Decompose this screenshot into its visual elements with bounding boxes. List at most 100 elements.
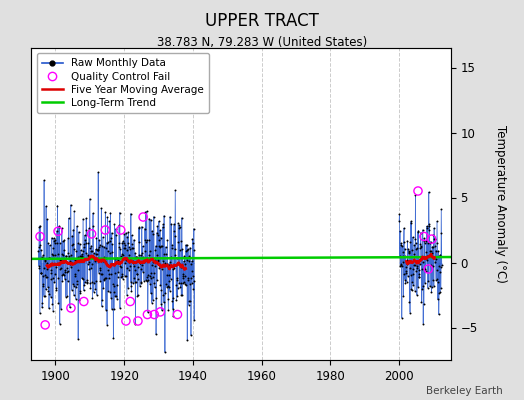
Point — [51, 270, 60, 277]
Point — [110, 288, 118, 295]
Point — [413, 262, 422, 269]
Point — [66, 258, 74, 264]
Point — [428, 244, 436, 250]
Point — [138, 243, 147, 250]
Point — [190, 317, 198, 324]
Point — [105, 250, 114, 256]
Point — [181, 280, 189, 287]
Point — [403, 273, 412, 279]
Point — [171, 187, 179, 194]
Point — [57, 264, 66, 271]
Point — [140, 248, 149, 254]
Point — [91, 258, 99, 264]
Point — [94, 247, 102, 254]
Point — [88, 279, 96, 286]
Point — [70, 282, 79, 289]
Point — [95, 237, 103, 243]
Point — [438, 230, 446, 236]
Point — [185, 280, 194, 287]
Point — [407, 286, 416, 292]
Point — [144, 256, 152, 262]
Point — [148, 228, 156, 234]
Point — [62, 253, 70, 260]
Point — [74, 229, 83, 235]
Point — [402, 268, 410, 274]
Point — [406, 309, 414, 316]
Point — [124, 284, 132, 291]
Point — [179, 280, 188, 286]
Point — [102, 275, 111, 281]
Point — [57, 257, 65, 264]
Text: 38.783 N, 79.283 W (United States): 38.783 N, 79.283 W (United States) — [157, 36, 367, 49]
Point — [140, 225, 149, 232]
Point — [88, 248, 96, 255]
Point — [429, 232, 438, 238]
Point — [163, 261, 171, 267]
Point — [173, 285, 182, 291]
Point — [424, 278, 432, 284]
Point — [56, 240, 64, 246]
Point — [413, 229, 422, 236]
Point — [418, 286, 426, 292]
Point — [173, 274, 182, 281]
Point — [143, 273, 151, 280]
Point — [46, 242, 54, 248]
Point — [145, 215, 154, 222]
Point — [118, 240, 126, 246]
Point — [188, 280, 196, 286]
Point — [124, 259, 133, 265]
Point — [107, 271, 115, 277]
Point — [414, 266, 423, 273]
Point — [96, 277, 104, 284]
Point — [75, 241, 84, 248]
Point — [405, 299, 413, 306]
Point — [116, 227, 125, 233]
Point — [396, 261, 405, 267]
Point — [428, 250, 436, 257]
Point — [139, 269, 147, 275]
Point — [414, 227, 422, 234]
Point — [67, 202, 75, 208]
Point — [43, 260, 52, 266]
Point — [426, 283, 434, 290]
Point — [37, 270, 46, 276]
Point — [39, 292, 48, 299]
Point — [417, 298, 425, 305]
Point — [150, 284, 159, 291]
Point — [38, 272, 47, 279]
Point — [149, 213, 158, 220]
Point — [94, 246, 103, 252]
Point — [146, 280, 154, 287]
Point — [80, 241, 89, 247]
Point — [63, 292, 71, 299]
Point — [179, 271, 187, 277]
Point — [49, 308, 57, 314]
Point — [122, 246, 130, 253]
Point — [144, 309, 152, 315]
Point — [64, 250, 72, 256]
Point — [174, 220, 182, 226]
Point — [71, 271, 80, 278]
Point — [405, 248, 413, 254]
Point — [161, 290, 170, 296]
Point — [96, 265, 105, 271]
Point — [59, 252, 68, 258]
Point — [49, 275, 58, 282]
Point — [423, 224, 432, 231]
Point — [87, 242, 95, 249]
Point — [67, 252, 75, 259]
Point — [112, 293, 120, 299]
Point — [163, 237, 172, 243]
Point — [171, 252, 179, 258]
Point — [88, 261, 96, 268]
Point — [176, 247, 184, 253]
Point — [435, 253, 443, 260]
Point — [187, 332, 195, 338]
Point — [72, 258, 80, 264]
Point — [104, 239, 112, 246]
Point — [408, 287, 416, 294]
Point — [435, 290, 443, 296]
Point — [406, 220, 414, 226]
Point — [41, 322, 49, 328]
Point — [118, 273, 126, 280]
